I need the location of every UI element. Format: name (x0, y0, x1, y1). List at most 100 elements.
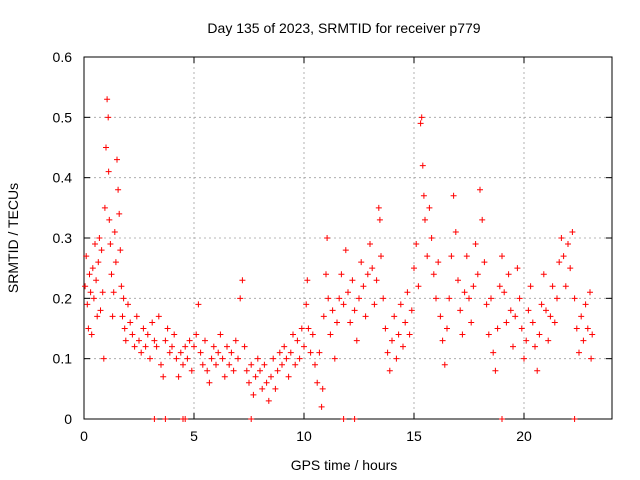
y-tick-label: 0.3 (53, 230, 73, 246)
data-point (505, 271, 512, 278)
data-point (292, 361, 299, 368)
data-point (582, 301, 589, 308)
data-point (404, 289, 411, 296)
data-point (534, 367, 541, 374)
x-axis-label: GPS time / hours (291, 457, 398, 473)
data-point (92, 241, 98, 248)
data-point (318, 403, 325, 410)
data-point (481, 259, 488, 266)
data-point (532, 343, 538, 350)
data-point (510, 343, 516, 350)
data-point (296, 355, 303, 362)
y-tick-label: 0.6 (53, 49, 73, 65)
data-point (112, 259, 119, 266)
data-point (342, 247, 349, 254)
data-point (177, 349, 184, 356)
data-point (213, 361, 219, 368)
data-point (446, 295, 453, 302)
data-point (356, 295, 362, 302)
data-point (320, 313, 327, 320)
data-point (301, 343, 307, 350)
data-point (304, 277, 311, 284)
data-point (261, 361, 268, 368)
data-point (160, 373, 167, 380)
data-point (362, 313, 369, 320)
data-point (127, 319, 134, 326)
data-point (105, 168, 112, 175)
y-tick-label: 0.5 (53, 109, 73, 125)
data-point (270, 355, 277, 362)
data-point (90, 295, 97, 302)
data-point (272, 385, 279, 392)
data-point (492, 367, 499, 374)
data-point (324, 235, 331, 241)
data-point (116, 210, 123, 217)
data-point (254, 355, 261, 362)
data-point (219, 355, 226, 362)
data-point (589, 331, 596, 338)
x-tick-label: 0 (80, 428, 88, 444)
y-tick-label: 0.1 (53, 351, 73, 367)
data-point (573, 325, 580, 332)
data-point (287, 349, 294, 356)
data-point (184, 355, 191, 362)
data-point (402, 319, 409, 326)
data-point (571, 295, 578, 302)
data-point (285, 373, 292, 380)
data-point (250, 391, 257, 398)
data-point (338, 271, 345, 278)
data-point (100, 355, 107, 362)
data-point (114, 156, 120, 163)
data-point (527, 283, 534, 290)
data-point (88, 331, 95, 338)
data-point (358, 259, 365, 266)
data-point (221, 373, 228, 380)
data-point (140, 325, 147, 332)
x-tick-label: 10 (296, 428, 312, 444)
data-point (457, 307, 464, 314)
data-point (204, 367, 211, 374)
data-point (263, 379, 270, 386)
data-point (562, 283, 569, 290)
data-point (547, 313, 554, 320)
data-point (424, 253, 431, 260)
data-point (252, 373, 259, 380)
data-point (488, 295, 494, 302)
data-point (327, 331, 334, 338)
data-points (82, 96, 596, 422)
data-point (382, 325, 389, 332)
data-point (265, 397, 272, 404)
y-axis-label: SRMTID / TECUs (5, 183, 21, 293)
data-point (477, 186, 483, 193)
data-point (384, 349, 391, 356)
data-point (246, 379, 252, 386)
data-point (485, 331, 492, 338)
data-point (580, 337, 587, 344)
data-point (325, 295, 332, 302)
data-point (413, 241, 420, 248)
x-tick-label: 20 (516, 428, 532, 444)
data-point (378, 253, 384, 260)
data-point (329, 307, 336, 314)
data-point (560, 253, 567, 260)
data-point (283, 355, 290, 362)
zero-marker (162, 416, 169, 422)
data-point (389, 337, 395, 344)
data-point (153, 343, 160, 350)
data-point (331, 355, 338, 362)
data-point (232, 337, 239, 344)
data-point (171, 331, 178, 338)
data-point (395, 331, 402, 338)
data-point (450, 192, 457, 199)
zero-marker (182, 416, 189, 422)
data-point (182, 343, 189, 350)
y-tick-label: 0 (64, 411, 72, 427)
data-point (180, 361, 186, 368)
data-point (87, 289, 94, 296)
data-point (243, 367, 250, 374)
data-point (406, 331, 413, 338)
data-point (514, 265, 521, 272)
data-point (133, 313, 140, 320)
data-point (360, 283, 367, 290)
